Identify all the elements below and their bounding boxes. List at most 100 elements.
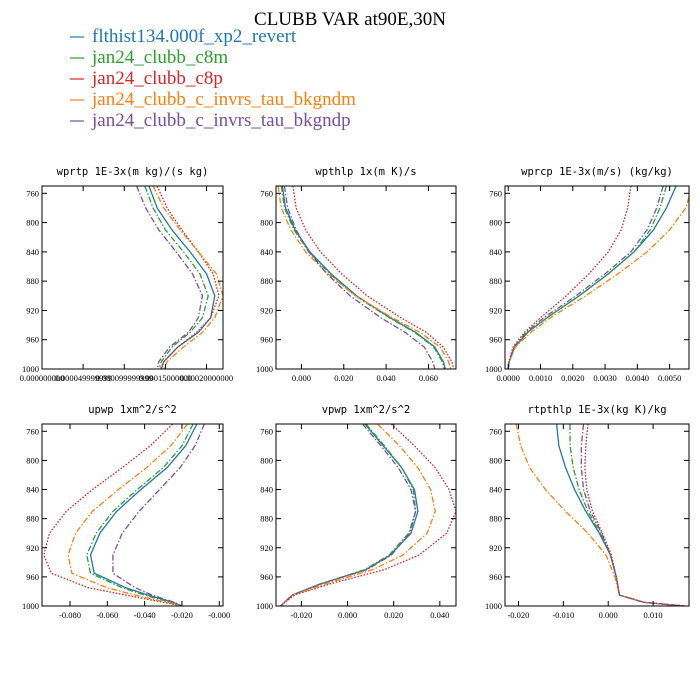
y-tick-label: 840 bbox=[26, 247, 39, 257]
series-line bbox=[507, 194, 689, 369]
y-tick-label: 960 bbox=[26, 335, 39, 345]
y-tick-label: 800 bbox=[489, 455, 502, 465]
plot-frame bbox=[275, 423, 457, 607]
panel-title: wprtp 1E-3x(m kg)/(s kg) bbox=[57, 166, 209, 178]
series-line bbox=[292, 186, 455, 369]
x-tick-label: 0.060 bbox=[419, 373, 438, 383]
series-line bbox=[89, 424, 198, 606]
y-tick-label: 760 bbox=[260, 188, 273, 198]
y-tick-label: 840 bbox=[26, 485, 39, 495]
series-line bbox=[555, 424, 685, 606]
series-line bbox=[584, 424, 685, 606]
series-line bbox=[156, 186, 220, 369]
panel-6: rtpthlp 1E-3x(kg K)/kg 760 800 840 880 920 960… bbox=[485, 404, 690, 620]
series-line bbox=[507, 186, 664, 369]
series-line bbox=[569, 424, 685, 606]
y-tick-label: 800 bbox=[26, 218, 39, 228]
x-tick-label: 0.0000 bbox=[497, 373, 520, 383]
x-tick-label: 0.010 bbox=[644, 610, 663, 620]
y-tick-label: 920 bbox=[26, 543, 39, 553]
y-tick-label: 760 bbox=[260, 426, 273, 436]
plot-grid: wprtp 1E-3x(m kg)/(s kg) 760 800 840 880 920 9… bbox=[20, 166, 690, 620]
series-line bbox=[86, 424, 194, 606]
x-tick-label: 0.0010 bbox=[529, 373, 552, 383]
series-line bbox=[144, 186, 209, 369]
legend-entry: jan24_clubb_c8m bbox=[91, 47, 228, 68]
y-tick-label: 1000 bbox=[485, 601, 502, 611]
y-tick-label: 920 bbox=[26, 305, 39, 315]
series-line bbox=[280, 424, 417, 606]
series-line bbox=[148, 186, 216, 369]
x-tick-label: -0.000 bbox=[208, 610, 230, 620]
plot-frame bbox=[504, 185, 690, 370]
y-tick-label: 1000 bbox=[22, 601, 39, 611]
y-tick-label: 1000 bbox=[22, 364, 39, 374]
x-tick-label: 0.000 bbox=[292, 373, 311, 383]
panel-title: upwp 1xm^2/s^2 bbox=[88, 404, 177, 416]
y-tick-label: 960 bbox=[26, 572, 39, 582]
y-tick-label: 840 bbox=[260, 247, 273, 257]
y-tick-label: 760 bbox=[489, 426, 502, 436]
legend-entry: flthist134.000f_xp2_revert bbox=[92, 26, 297, 47]
y-tick-label: 880 bbox=[260, 514, 273, 524]
series-line bbox=[280, 186, 445, 369]
series-line bbox=[67, 424, 189, 606]
y-tick-label: 1000 bbox=[256, 601, 273, 611]
y-tick-label: 1000 bbox=[256, 364, 273, 374]
panel-1: wprtp 1E-3x(m kg)/(s kg) 760 800 840 880 920 9… bbox=[20, 166, 233, 383]
legend-entry: jan24_clubb_c8p bbox=[91, 68, 223, 89]
x-tick-label: 0.0030 bbox=[593, 373, 616, 383]
x-tick-label: -0.020 bbox=[171, 610, 193, 620]
x-tick-label: 0.000 bbox=[338, 610, 357, 620]
x-tick-label: 0.020 bbox=[384, 610, 403, 620]
x-tick-label: 0.040 bbox=[377, 373, 396, 383]
panel-title: vpwp 1xm^2/s^2 bbox=[322, 404, 411, 416]
panel-title: wpthlp 1x(m K)/s bbox=[315, 166, 416, 178]
x-tick-label: 0.000049999999 bbox=[54, 373, 111, 383]
y-tick-label: 880 bbox=[26, 514, 39, 524]
y-tick-label: 920 bbox=[489, 543, 502, 553]
y-tick-label: 880 bbox=[26, 276, 39, 286]
x-tick-label: 0.000000000 bbox=[20, 373, 65, 383]
y-tick-label: 800 bbox=[26, 455, 39, 465]
series-line bbox=[152, 186, 223, 369]
panel-3: wprcp 1E-3x(m/s) (kg/kg) 760 800 840 880 920 9… bbox=[485, 166, 690, 383]
y-tick-label: 960 bbox=[260, 572, 273, 582]
x-tick-label: -0.020 bbox=[507, 610, 529, 620]
series-group bbox=[507, 186, 689, 369]
y-tick-label: 840 bbox=[489, 247, 502, 257]
y-tick-label: 920 bbox=[489, 305, 502, 315]
x-tick-label: 0.0020 bbox=[561, 373, 584, 383]
figure-title: CLUBB VAR at90E,30N bbox=[254, 9, 446, 30]
x-tick-label: 0.00015000000 bbox=[139, 373, 192, 383]
y-tick-label: 800 bbox=[260, 455, 273, 465]
x-tick-label: -0.060 bbox=[96, 610, 118, 620]
x-tick-label: 0.020 bbox=[334, 373, 353, 383]
legend: flthist134.000f_xp2_revertjan24_clubb_c8… bbox=[70, 26, 356, 131]
series-line bbox=[283, 186, 436, 369]
series-group bbox=[515, 424, 685, 606]
x-tick-label: -0.020 bbox=[290, 610, 312, 620]
x-tick-label: -0.010 bbox=[552, 610, 574, 620]
y-tick-label: 760 bbox=[26, 188, 39, 198]
y-tick-label: 800 bbox=[260, 218, 273, 228]
y-tick-label: 1000 bbox=[485, 364, 502, 374]
panel-4: upwp 1xm^2/s^2 760 800 840 880 920 960 1000 -0.0… bbox=[22, 404, 230, 620]
x-tick-label: 0.00020000000 bbox=[180, 373, 233, 383]
plot-frame bbox=[504, 423, 690, 607]
plot-frame bbox=[41, 185, 224, 370]
x-tick-label: 0.0040 bbox=[626, 373, 649, 383]
series-line bbox=[280, 424, 436, 606]
series-line bbox=[43, 424, 183, 606]
x-tick-label: -0.080 bbox=[59, 610, 81, 620]
y-tick-label: 960 bbox=[489, 572, 502, 582]
series-line bbox=[515, 424, 685, 606]
y-tick-label: 880 bbox=[489, 514, 502, 524]
series-line bbox=[112, 424, 205, 606]
series-line bbox=[281, 186, 447, 369]
series-line bbox=[280, 424, 417, 606]
panel-2: wpthlp 1x(m K)/s 760 800 840 880 920 960 1000 0.… bbox=[256, 166, 457, 383]
legend-entry: jan24_clubb_c_invrs_tau_bkgndp bbox=[91, 110, 351, 131]
y-tick-label: 880 bbox=[489, 276, 502, 286]
